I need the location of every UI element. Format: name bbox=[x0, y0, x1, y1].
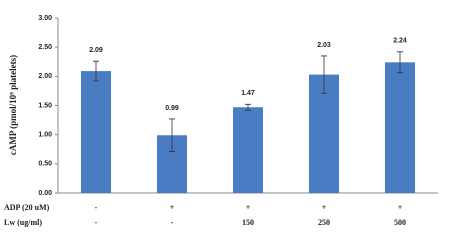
data-label: 0.99 bbox=[165, 105, 179, 112]
bar bbox=[233, 107, 263, 193]
table-cell: - bbox=[171, 218, 174, 227]
error-bar bbox=[321, 55, 327, 94]
y-tick-label: 3.00 bbox=[38, 15, 52, 22]
y-tick-label: 1.00 bbox=[38, 132, 52, 139]
y-tick-label: 2.50 bbox=[38, 44, 52, 51]
table-cell: - bbox=[95, 218, 98, 227]
bar bbox=[81, 71, 111, 193]
table-cell: - bbox=[95, 203, 98, 212]
y-tick-label: 0.00 bbox=[38, 190, 52, 197]
y-tick-label: 2.00 bbox=[38, 73, 52, 80]
data-label: 1.47 bbox=[241, 90, 255, 97]
error-bar bbox=[93, 60, 99, 82]
data-label: 2.03 bbox=[317, 42, 331, 49]
table-cell: 500 bbox=[394, 218, 406, 227]
bar bbox=[309, 74, 339, 193]
chart: cAMP (pmol/10⁹ platelets) 0.00 0.50 1.00 1.… bbox=[4, 15, 438, 227]
row-label: ADP (20 uM) bbox=[4, 203, 50, 212]
data-label: 2.09 bbox=[89, 47, 103, 54]
row-label: Lw (ug/ml) bbox=[4, 218, 42, 227]
table-cell: + bbox=[322, 203, 327, 212]
table-cell: + bbox=[398, 203, 403, 212]
error-bar bbox=[169, 118, 175, 152]
table-cell: 250 bbox=[318, 218, 330, 227]
y-tick-label: 0.50 bbox=[38, 161, 52, 168]
error-bar bbox=[397, 51, 403, 74]
table-cell: + bbox=[170, 203, 175, 212]
data-label: 2.24 bbox=[393, 38, 407, 45]
error-bar bbox=[245, 103, 251, 111]
y-tick-label: 1.50 bbox=[38, 102, 52, 109]
table-cell: + bbox=[246, 203, 251, 212]
y-axis-label: cAMP (pmol/10⁹ platelets) bbox=[8, 55, 18, 155]
bar bbox=[385, 62, 415, 194]
table-cell: 150 bbox=[242, 218, 254, 227]
